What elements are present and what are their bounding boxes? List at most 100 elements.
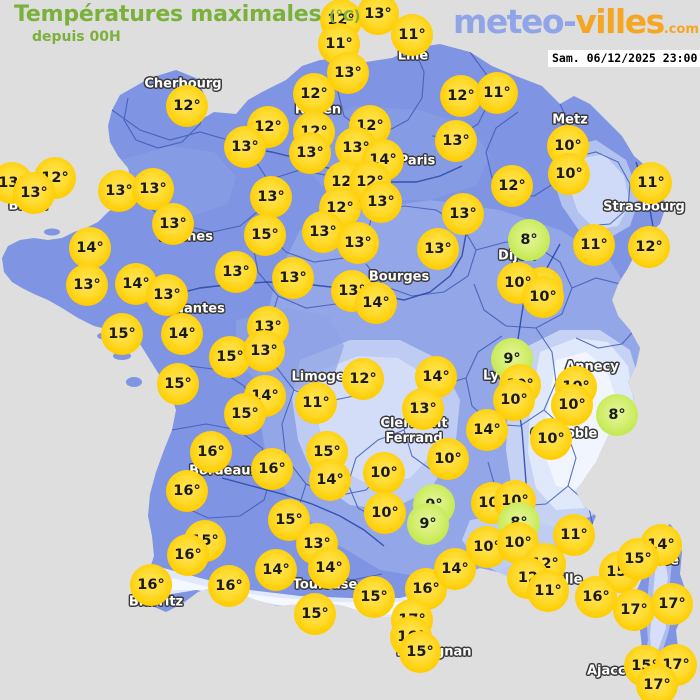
temperature-value: 10°: [555, 165, 583, 182]
temperature-bubble[interactable]: 8°: [508, 219, 550, 261]
temperature-bubble[interactable]: 16°: [251, 448, 293, 490]
temperature-bubble[interactable]: 14°: [255, 549, 297, 591]
temperature-bubble[interactable]: 11°: [573, 224, 615, 266]
temperature-bubble[interactable]: 14°: [69, 227, 111, 269]
temperature-bubble[interactable]: 14°: [434, 548, 476, 590]
temperature-bubble[interactable]: 13°: [224, 126, 266, 168]
temperature-bubble[interactable]: 13°: [417, 228, 459, 270]
temperature-bubble[interactable]: 16°: [208, 565, 250, 607]
temperature-value: 13°: [20, 184, 48, 201]
temperature-bubble[interactable]: 15°: [224, 393, 266, 435]
temperature-value: 13°: [344, 234, 372, 251]
temperature-bubble[interactable]: 17°: [636, 664, 678, 700]
temperature-bubble[interactable]: 16°: [190, 431, 232, 473]
temperature-bubble[interactable]: 10°: [548, 153, 590, 195]
temperature-bubble[interactable]: 11°: [391, 14, 433, 56]
temperature-bubble[interactable]: 13°: [66, 264, 108, 306]
temperature-bubble[interactable]: 14°: [355, 282, 397, 324]
temperature-bubble[interactable]: 13°: [215, 251, 257, 293]
temperature-bubble[interactable]: 14°: [466, 409, 508, 451]
temperature-value: 12°: [326, 199, 354, 216]
temperature-value: 13°: [222, 263, 250, 280]
temperature-bubble[interactable]: 12°: [440, 75, 482, 117]
temperature-bubble[interactable]: 13°: [289, 132, 331, 174]
temperature-bubble[interactable]: 13°: [152, 203, 194, 245]
temperature-value: 11°: [534, 582, 562, 599]
temperature-value: 8°: [608, 406, 626, 423]
temperature-value: 14°: [262, 561, 290, 578]
temperature-bubble[interactable]: 10°: [364, 492, 406, 534]
temperature-bubble[interactable]: 16°: [167, 534, 209, 576]
temperature-value: 12°: [300, 85, 328, 102]
temperature-bubble[interactable]: 12°: [166, 85, 208, 127]
temperature-bubble[interactable]: 14°: [415, 356, 457, 398]
temperature-value: 11°: [398, 26, 426, 43]
temperature-value: 13°: [442, 132, 470, 149]
temperature-value: 16°: [137, 576, 165, 593]
temperature-value: 15°: [216, 348, 244, 365]
temperature-bubble[interactable]: 11°: [295, 382, 337, 424]
temperature-bubble[interactable]: 13°: [272, 257, 314, 299]
temperature-value: 9°: [419, 515, 437, 532]
temperature-value: 9°: [503, 350, 521, 367]
temperature-bubble[interactable]: 11°: [527, 570, 569, 612]
temperature-value: 10°: [558, 396, 586, 413]
temperature-bubble[interactable]: 15°: [294, 593, 336, 635]
temperature-value: 12°: [254, 118, 282, 135]
temperature-bubble[interactable]: 10°: [363, 452, 405, 494]
temperature-bubble[interactable]: 15°: [157, 363, 199, 405]
temperature-value: 14°: [441, 560, 469, 577]
temperature-bubble[interactable]: 13°: [337, 222, 379, 264]
temperature-value: 14°: [76, 239, 104, 256]
temperature-value: 8°: [520, 231, 538, 248]
temperature-bubble[interactable]: 13°: [146, 274, 188, 316]
temperature-bubble[interactable]: 13°: [243, 330, 285, 372]
temperature-value: 10°: [434, 450, 462, 467]
temperature-bubble[interactable]: 15°: [617, 538, 659, 580]
temperature-bubble[interactable]: 11°: [630, 162, 672, 204]
temperature-value: 15°: [301, 605, 329, 622]
temperature-value: 15°: [313, 443, 341, 460]
temperature-bubble[interactable]: 13°: [442, 193, 484, 235]
temperature-bubble[interactable]: 10°: [522, 276, 564, 318]
temperature-bubble[interactable]: 14°: [309, 459, 351, 501]
temperature-bubble[interactable]: 9°: [407, 503, 449, 545]
temperature-value: 15°: [251, 226, 279, 243]
temperature-bubble[interactable]: 13°: [435, 120, 477, 162]
temperature-value: 15°: [231, 405, 259, 422]
temperature-bubble[interactable]: 16°: [166, 470, 208, 512]
temperature-value: 11°: [483, 84, 511, 101]
temperature-value: 13°: [279, 269, 307, 286]
temperature-bubble[interactable]: 15°: [101, 313, 143, 355]
temperature-bubble[interactable]: 16°: [130, 564, 172, 606]
temperature-bubble[interactable]: 10°: [530, 418, 572, 460]
temperature-bubble[interactable]: 11°: [476, 72, 518, 114]
temperature-value: 10°: [370, 464, 398, 481]
temperature-bubble[interactable]: 13°: [360, 181, 402, 223]
temperature-bubble[interactable]: 11°: [553, 514, 595, 556]
temperature-bubble[interactable]: 13°: [327, 52, 369, 94]
temperature-bubble[interactable]: 12°: [628, 226, 670, 268]
temperature-bubble[interactable]: 16°: [575, 576, 617, 618]
temperature-value: 15°: [406, 643, 434, 660]
temperature-bubble[interactable]: 12°: [342, 358, 384, 400]
temperature-value: 14°: [473, 421, 501, 438]
temperature-bubble[interactable]: 8°: [596, 394, 638, 436]
temperature-bubble[interactable]: 15°: [244, 214, 286, 256]
temperature-bubble[interactable]: 12°: [491, 165, 533, 207]
temperature-bubble[interactable]: 17°: [651, 583, 693, 625]
temperature-bubble[interactable]: 14°: [308, 547, 350, 589]
temperature-bubble[interactable]: 10°: [427, 438, 469, 480]
temperature-bubble[interactable]: 13°: [402, 388, 444, 430]
temperature-value: 12°: [498, 177, 526, 194]
temperature-bubble[interactable]: 17°: [613, 589, 655, 631]
temperature-value: 15°: [108, 325, 136, 342]
temperature-bubble[interactable]: 13°: [250, 176, 292, 218]
temperature-bubble[interactable]: 13°: [13, 172, 55, 214]
temperature-bubble[interactable]: 15°: [353, 576, 395, 618]
temperature-bubble[interactable]: 15°: [399, 631, 441, 673]
temperature-value: 10°: [371, 504, 399, 521]
temperature-bubble[interactable]: 14°: [161, 313, 203, 355]
temperature-value: 17°: [620, 601, 648, 618]
